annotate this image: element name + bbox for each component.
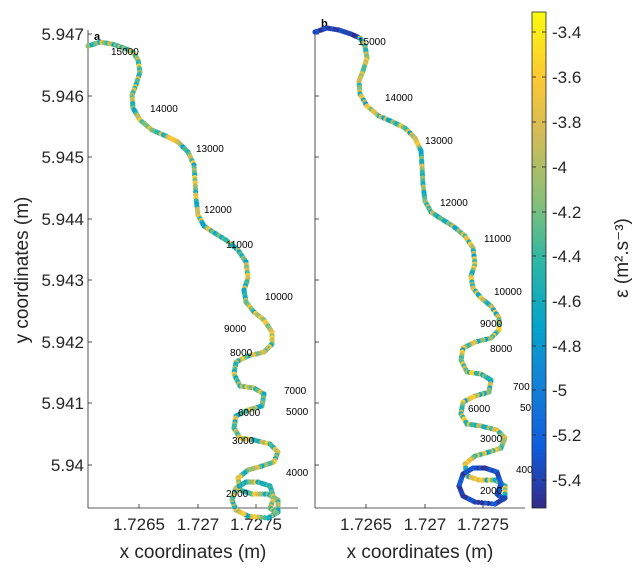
- colorbar-tick-label: -4.6: [552, 292, 581, 311]
- x-tick-label: 1.727: [404, 515, 447, 534]
- distance-label: 7000: [284, 386, 307, 397]
- distance-label: 14000: [150, 104, 178, 115]
- distance-label: 700: [513, 382, 530, 393]
- distance-label: 13000: [196, 144, 224, 155]
- distance-label: 11000: [484, 234, 512, 245]
- track-point: [501, 496, 507, 502]
- colorbar-tick-label: -3.8: [552, 113, 581, 132]
- colorbar-tick-label: -4: [552, 158, 567, 177]
- colorbar-tick-label: -4.2: [552, 203, 581, 222]
- distance-label: 6000: [468, 404, 491, 415]
- panel-b-track: [312, 25, 508, 507]
- colorbar: -3.4 -3.6 -3.8 -4 -4.2 -4.4 -4.6 -4.8 -5 -5.2 -5.4…: [531, 11, 633, 509]
- colorbar-ticks: -3.4 -3.6 -3.8 -4 -4.2 -4.4 -4.6 -4.8 -5 -5.2 -5.4: [532, 23, 581, 490]
- panel-a-label: a: [94, 31, 101, 43]
- panel-b-y-ticks: [315, 33, 319, 466]
- distance-label: 15000: [358, 37, 386, 48]
- y-tick-label: 5.94: [51, 456, 84, 475]
- distance-label: 2000: [480, 486, 503, 497]
- distance-label: 12000: [440, 198, 468, 209]
- panel-a-plot-area: [88, 30, 298, 508]
- distance-label: 8000: [230, 348, 253, 359]
- distance-label: 2000: [226, 489, 249, 500]
- colorbar-tick-label: -5.4: [552, 471, 581, 490]
- distance-label: 4000: [286, 468, 309, 479]
- y-tick-label: 5.946: [41, 87, 84, 106]
- distance-label: 3000: [480, 434, 503, 445]
- distance-label: 9000: [480, 319, 503, 330]
- x-tick-label: 1.7265: [113, 515, 165, 534]
- distance-label: 6000: [238, 408, 261, 419]
- distance-label: 15000: [111, 47, 139, 58]
- x-tick-label: 1.7275: [457, 515, 509, 534]
- colorbar-tick-label: -4.4: [552, 247, 581, 266]
- panel-a-xlabel: x coordinates (m): [120, 542, 267, 563]
- panel-b: b 1.7265 1.727 1.7275 15000 14000 13000 12000…: [312, 18, 533, 563]
- panel-a: a 5.9475.9465.9455.9445.9435.9425.9415.9…: [12, 25, 309, 563]
- distance-label: 9000: [224, 324, 247, 335]
- colorbar-tick-label: -4.8: [552, 337, 581, 356]
- distance-label: 14000: [385, 93, 413, 104]
- distance-label: 10000: [265, 292, 293, 303]
- colorbar-gradient: [531, 11, 547, 509]
- y-tick-label: 5.942: [41, 333, 84, 352]
- colorbar-tick-label: -5: [552, 381, 567, 400]
- panel-b-xlabel: x coordinates (m): [347, 542, 494, 563]
- distance-label: 11000: [226, 240, 254, 251]
- distance-label: 8000: [490, 344, 513, 355]
- y-tick-label: 5.945: [41, 148, 84, 167]
- colorbar-tick-label: -3.6: [552, 68, 581, 87]
- x-tick-label: 1.727: [177, 515, 220, 534]
- distance-label: 3000: [232, 436, 255, 447]
- panel-a-y-ticks: 5.947 5.946 5.945 5.944 5.943 5.942 5.941 5.94: [41, 25, 92, 475]
- x-tick-label: 1.7265: [340, 515, 392, 534]
- distance-label: 5000: [286, 407, 309, 418]
- distance-label: 10000: [494, 287, 522, 298]
- distance-label: 50: [520, 403, 532, 414]
- colorbar-tick-label: -3.4: [552, 23, 581, 42]
- y-tick-label: 5.941: [41, 394, 84, 413]
- panel-a-track: [85, 39, 281, 521]
- distance-label: 13000: [425, 136, 453, 147]
- panel-b-label: b: [321, 18, 328, 30]
- distance-label: 400: [516, 465, 533, 476]
- panel-b-x-ticks: 1.7265 1.727 1.7275: [340, 504, 509, 534]
- y-tick-label: 5.944: [41, 210, 84, 229]
- y-tick-label: 5.947: [41, 25, 84, 44]
- track-point: [274, 510, 280, 516]
- colorbar-tick-label: -5.2: [552, 426, 581, 445]
- colorbar-label: ε (m².s⁻³): [612, 218, 633, 298]
- panel-b-distance-labels: 15000 14000 13000 12000 11000 10000 9000 8000 70…: [358, 37, 533, 497]
- panel-a-ylabel: y coordinates (m): [12, 197, 33, 344]
- panel-a-distance-labels: 15000 14000 13000 12000 11000 10000 9000 8000 70…: [111, 47, 309, 500]
- distance-label: 12000: [204, 205, 232, 216]
- y-tick-label: 5.943: [41, 271, 84, 290]
